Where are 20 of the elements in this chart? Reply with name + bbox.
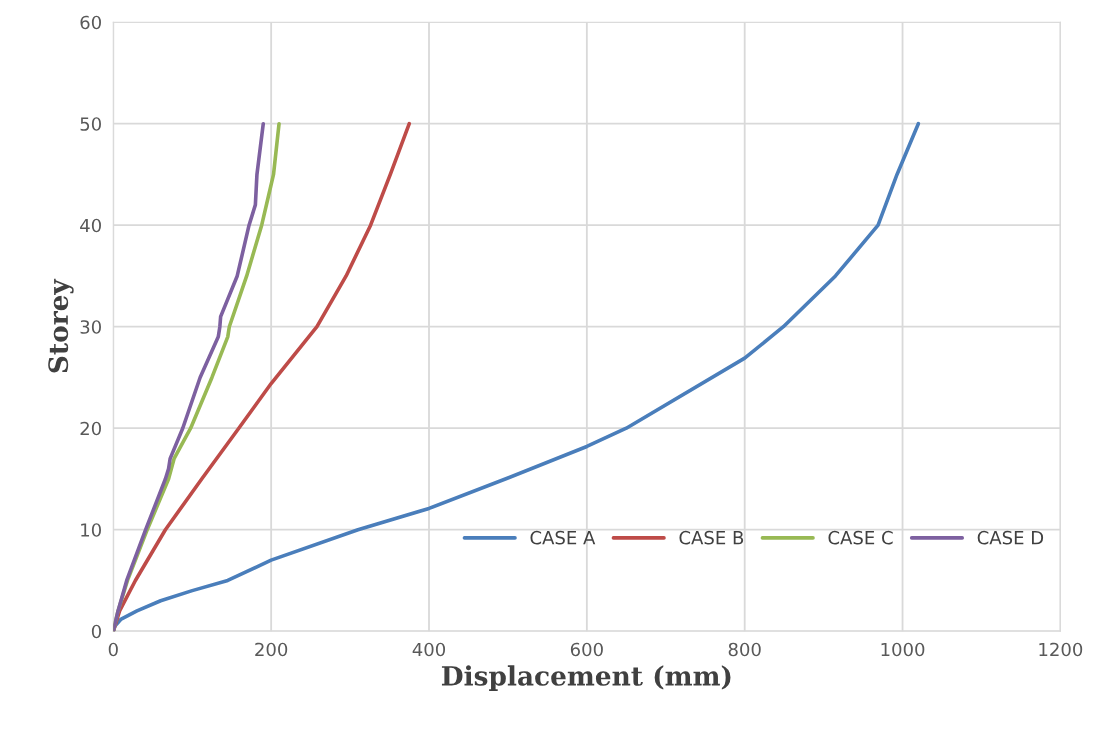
x-axis-title: Displacement (mm) — [441, 665, 731, 691]
y-tick-label: 40 — [80, 218, 101, 233]
x-tick-label: 200 — [255, 642, 288, 657]
legend-label: CASE D — [977, 530, 1044, 545]
y-tick-label: 30 — [80, 320, 101, 334]
y-tick-label: 50 — [80, 117, 101, 131]
y-tick-label: 20 — [80, 421, 101, 436]
x-tick-label: 0 — [108, 642, 118, 657]
legend-label: CASE A — [530, 530, 596, 545]
x-tick-label: 1200 — [1039, 642, 1083, 657]
x-tick-label: 1000 — [881, 642, 925, 657]
y-tick-label: 0 — [91, 624, 101, 639]
y-tick-label: 10 — [81, 523, 101, 537]
legend-label: CASE B — [679, 530, 744, 545]
y-axis-title: Storey — [48, 278, 74, 373]
x-tick-label: 600 — [570, 642, 603, 657]
x-tick-label: 400 — [412, 642, 446, 657]
x-tick-label: 800 — [728, 642, 761, 657]
y-tick-label: 60 — [80, 15, 101, 30]
legend-label: CASE C — [828, 530, 893, 545]
